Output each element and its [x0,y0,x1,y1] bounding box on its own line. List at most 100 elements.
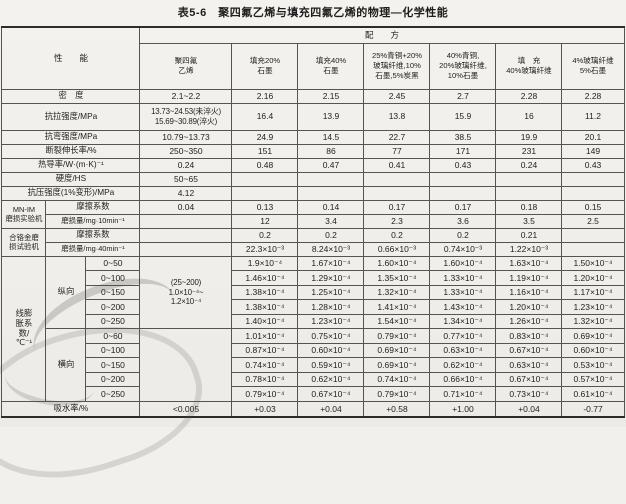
table-row: 0~150 0.74×10⁻⁴ 0.59×10⁻⁴ 0.69×10⁻⁴ 0.62×10⁻… [2,357,625,373]
table-cell: 22.7 [363,129,431,145]
table-cell: 0.21 [495,227,563,243]
temp-range: 0~50 [85,255,141,271]
table-cell: 1.23×10⁻⁴ [297,313,365,329]
table-row: 0~200 1.38×10⁻⁴ 1.28×10⁻⁴ 1.41×10⁻⁴ 1.43×10⁻… [2,299,625,315]
table-cell: 3.4 [297,213,365,229]
table-cell: 1.19×10⁻⁴ [495,270,563,286]
table-cell: 231 [495,143,563,159]
table-cell: 1.33×10⁻⁴ [429,284,497,300]
table-cell: 0.74×10⁻⁴ [363,371,431,387]
col-header-bronze-25-mix: 25%青铜+20% 玻璃纤维,10% 石墨,5%炭黑 [363,42,431,90]
table-cell: 151 [231,143,299,159]
table-cell [231,185,299,201]
table-cell: 2.45 [363,88,431,104]
col-header-ptfe: 聚四氟 乙烯 [139,42,233,90]
table-cell: 24.9 [231,129,299,145]
table-header: 性 能配 方聚四氟 乙烯 填充20% 石墨 填充40% 石墨 25%青铜+20% 玻璃… [1,26,625,90]
table-cell: 1.9×10⁻⁴ [231,255,299,271]
table-cell: 1.25×10⁻⁴ [297,284,365,300]
table-cell [231,171,299,187]
table-cell: 0.67×10⁻⁴ [495,371,563,387]
table-row: 0~100 1.46×10⁻⁴ 1.29×10⁻⁴ 1.35×10⁻⁴ 1.33×10⁻… [2,270,625,286]
table-cell: 0.75×10⁻⁴ [297,328,365,344]
table-cell: 0.66×10⁻³ [363,241,431,257]
table-cell: 15.9 [429,102,497,131]
table-cell: 10.79~13.73 [139,129,233,145]
row-label-density: 密 度 [1,88,141,104]
table-cell: 0.71×10⁻⁴ [429,386,497,402]
table-cell: 2.5 [561,213,625,229]
table-cell [139,241,233,257]
table-cell: 0.13 [231,199,299,215]
table-cell: -0.77 [561,400,625,418]
row-label-hardness: 硬度/HS [1,171,141,187]
table-cell: 0.2 [363,227,431,243]
table-cell: 1.67×10⁻⁴ [297,255,365,271]
table-cell: 13.9 [297,102,365,131]
table-cell: +0.58 [363,400,431,418]
table-cell: 1.34×10⁻⁴ [429,313,497,329]
table-cell: 8.24×10⁻³ [297,241,365,257]
table-row: 抗拉强度/MPa 13.73~24.53(未淬火) 15.69~30.89(淬火)… [1,102,625,131]
table-cell: 1.26×10⁻⁴ [495,313,563,329]
table-cell: 1.32×10⁻⁴ [363,284,431,300]
table-cell [561,227,625,243]
table-cell: 0.67×10⁻⁴ [495,342,563,358]
table-cell: 1.54×10⁻⁴ [363,313,431,329]
table-cell: 1.38×10⁻⁴ [231,299,299,315]
table-cell [363,171,431,187]
table-cell: 0.63×10⁻⁴ [495,357,563,373]
table-cell: 2.28 [561,88,625,104]
temp-range: 0~60 [85,328,141,344]
row-group-mn-im-machine: MN-IM 磨损实验机 [1,199,47,229]
table-cell [139,227,233,243]
table-row: 抗压强度(1%变形)/MPa 4.12 [1,185,625,201]
table-cell: 0.17 [363,199,431,215]
row-label-wear-amount-10min: 磨损量/mg·10min⁻¹ [45,213,141,229]
table-cell: +0.04 [297,400,365,418]
table-row: 磨损量/mg·40min⁻¹ 22.3×10⁻³ 8.24×10⁻³ 0.66×10⁻… [2,241,625,257]
table-cell: 16 [495,102,563,131]
row-label-compressive-strength: 抗压强度(1%变形)/MPa [1,185,141,201]
row-group-longitudinal: 纵向 [45,255,87,329]
table-cell: 1.28×10⁻⁴ [297,299,365,315]
table-cell: 0.14 [297,199,365,215]
table-cell: 2.28 [495,88,563,104]
table-body: 密 度 2.1~2.2 2.16 2.15 2.45 2.7 2.28 2.28 抗拉强度/MP… [1,88,625,418]
col-header-graphite-20: 填充20% 石墨 [231,42,299,90]
table-cell: 0.18 [495,199,563,215]
table-cell: 0.43 [429,157,497,173]
table-cell: 1.63×10⁻⁴ [495,255,563,271]
row-label-elongation: 断裂伸长率/% [1,143,141,159]
table-cell: 0.48 [231,157,299,173]
col-header-glassfiber-40: 填 充 40%玻璃纤维 [495,42,563,90]
table-cell: 0.66×10⁻⁴ [429,371,497,387]
col-header-graphite-40: 填充40% 石墨 [297,42,365,90]
table-row: 性 能配 方 [1,26,625,90]
table-cell: 0.79×10⁻⁴ [363,386,431,402]
table-cell: 1.23×10⁻⁴ [561,299,625,315]
table-row: 0~100 0.87×10⁻⁴ 0.60×10⁻⁴ 0.69×10⁻⁴ 0.63×10⁻… [2,342,625,358]
table-cell: 11.2 [561,102,625,131]
table-row: 抗弯强度/MPa 10.79~13.73 24.9 14.5 22.7 38.5 19.9 2… [1,129,625,145]
table-row: 热导率/W·(m·K)⁻¹ 0.24 0.48 0.47 0.41 0.43 0.24 0.4… [1,157,625,173]
table-cell: 1.40×10⁻⁴ [231,313,299,329]
table-row: 密 度 2.1~2.2 2.16 2.15 2.45 2.7 2.28 2.28 [1,88,625,104]
table-cell: 149 [561,143,625,159]
table-cell: 0.17 [429,199,497,215]
row-label-thermal-conductivity: 热导率/W·(m·K)⁻¹ [1,157,141,173]
table-cell: 1.46×10⁻⁴ [231,270,299,286]
table-row: 合铬金磨 损试验机 摩擦系数 0.2 0.2 0.2 0.2 0.21 [1,227,625,257]
table-cell [429,171,497,187]
table-cell [561,185,625,201]
table-cell: 1.29×10⁻⁴ [297,270,365,286]
table-cell [139,328,233,402]
table-cell: (25~200) 1.0×10⁻⁴~ 1.2×10⁻⁴ [139,255,233,329]
table-cell: 0.69×10⁻⁴ [363,357,431,373]
table-cell: 0.59×10⁻⁴ [297,357,365,373]
table-cell: 0.69×10⁻⁴ [363,342,431,358]
table-title: 表5-6 聚四氟乙烯与填充四氟乙烯的物理—化学性能 [177,7,449,19]
table-cell: 1.22×10⁻³ [495,241,563,257]
table-cell: 2.1~2.2 [139,88,233,104]
table-cell: 1.20×10⁻⁴ [495,299,563,315]
